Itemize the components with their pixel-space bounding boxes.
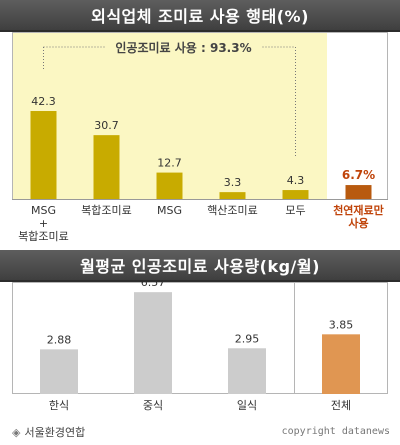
data-label: 42.3 [31,95,56,108]
data-label: 4.3 [287,174,305,187]
chart1-panel: 인공조미료 사용 : 93.3% 42.3 MSG + 복합조미료 30.7 복합조미료 12… [0,32,400,248]
category-label: 한식 [49,399,69,412]
chart2-frame [12,282,388,394]
bar [93,135,120,199]
chart2-title: 월평균 인공조미료 사용량(kg/월) [80,257,320,276]
category-label: 전체 [331,399,351,412]
category-label: 모두 [285,204,305,217]
category-label: 복합조미료 [81,204,132,217]
category-label: 일식 [237,398,257,412]
data-label: 3.85 [329,318,354,331]
bar [30,111,57,199]
category-label: MSG [157,204,182,217]
data-label: 2.95 [235,332,260,345]
diamond-icon: ◈ [12,426,21,439]
data-label: 6.57 [141,282,166,289]
data-label: 12.7 [157,157,182,170]
annotation-label: 인공조미료 사용 : 93.3% [115,40,251,55]
category-label: 복합조미료 [18,230,69,243]
bar [219,192,246,199]
bar [228,348,266,394]
chart1-title: 외식업체 조미료 사용 행태(%) [91,7,309,26]
artificial-group-background [12,32,327,200]
category-label: 사용 [348,216,368,230]
category-label: 핵산조미료 [207,204,258,217]
bar [156,172,183,199]
category-label: 중식 [143,399,163,412]
source-text: 서울환경연합 [24,426,86,439]
bar [40,349,78,394]
bar [322,334,360,394]
bar [134,292,172,394]
category-label: 천연재료만 [333,203,384,217]
bar [345,185,372,199]
chart2-title-bar: 월평균 인공조미료 사용량(kg/월) [0,250,400,282]
category-label: + [39,217,48,230]
data-label: 3.3 [224,176,242,189]
copyright-text: copyright datanews [281,426,390,437]
data-label: 6.7% [342,168,375,182]
chart1-svg: 인공조미료 사용 : 93.3%42.3MSG+복합조미료30.7복합조미료12… [12,32,388,243]
category-label: MSG [31,204,56,217]
annotation-label-bg [105,40,262,56]
chart2-svg: 2.88 한식 6.57 중식 2.95 일식 3.85 전체 [12,282,388,412]
chart2-panel: 2.88 한식 6.57 중식 2.95 일식 3.85 전체 [0,282,400,422]
bar [282,190,309,199]
chart1-title-bar: 외식업체 조미료 사용 행태(%) [0,0,400,32]
source-note: ◈ 서울환경연합 [12,424,85,440]
data-label: 2.88 [47,333,72,346]
data-label: 30.7 [94,119,119,132]
